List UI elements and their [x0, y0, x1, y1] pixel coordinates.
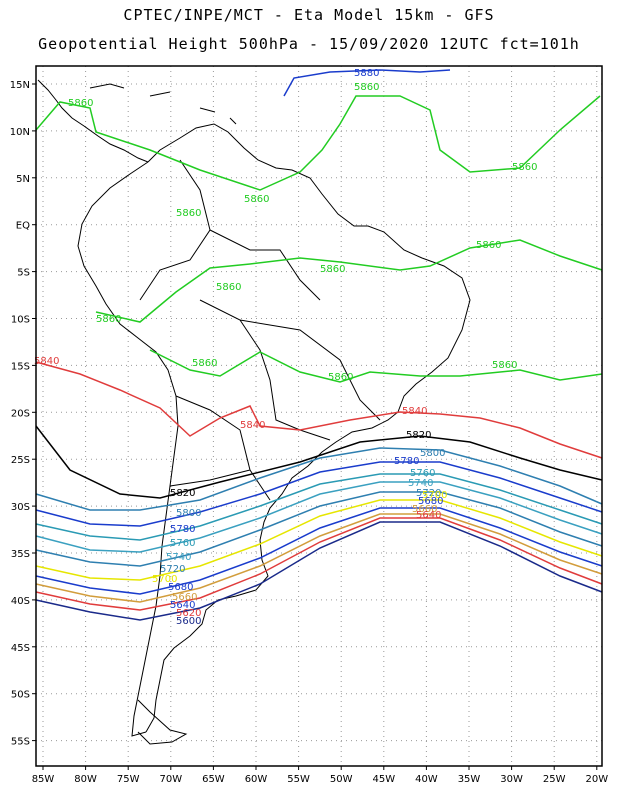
contour-5620 [35, 521, 603, 621]
label-5660: 5660 [412, 504, 437, 515]
label-5860: 5860 [328, 372, 353, 383]
contours [35, 69, 603, 621]
contour-5640 [35, 517, 603, 611]
label-5780: 5780 [170, 524, 195, 535]
contour-5720 [35, 491, 603, 567]
label-5860: 5860 [512, 162, 537, 173]
label-5860: 5860 [354, 82, 379, 93]
central-america-coast [37, 79, 149, 163]
label-5860: 5860 [492, 360, 517, 371]
lat-label: 45S [11, 643, 30, 654]
lat-label: 20S [11, 408, 30, 419]
lon-label: 30W [500, 774, 523, 785]
lon-label: 65W [202, 774, 225, 785]
label-5860: 5860 [476, 240, 501, 251]
contour-5860-mid [95, 239, 603, 323]
label-5860: 5860 [216, 282, 241, 293]
lon-label: 85W [32, 774, 55, 785]
label-5860: 5860 [176, 208, 201, 219]
label-5680: 5680 [418, 496, 443, 507]
label-5860: 5860 [96, 314, 121, 325]
lat-label: 30S [11, 502, 30, 513]
label-5860: 5860 [320, 264, 345, 275]
label-5800: 5800 [420, 448, 445, 459]
label-5840: 5840 [240, 420, 265, 431]
contour-5740 [35, 481, 603, 553]
contour-5860-north [35, 95, 601, 191]
map-frame [35, 65, 603, 767]
longitude-axis: 85W 80W 75W 70W 65W 60W 55W 50W 45W 40W 35W 30W 25W 2… [32, 766, 608, 785]
contour-5660 [35, 513, 603, 603]
lon-label: 25W [543, 774, 566, 785]
label-5640: 5640 [416, 510, 441, 521]
lat-label: 10S [11, 315, 30, 326]
label-5680: 5680 [168, 582, 193, 593]
label-5820: 5820 [170, 488, 195, 499]
lon-label: 20W [585, 774, 608, 785]
lon-label: 60W [245, 774, 268, 785]
label-5720: 5720 [160, 564, 185, 575]
lat-lon-grid [36, 66, 602, 766]
lon-label: 40W [415, 774, 438, 785]
label-5820: 5820 [406, 430, 431, 441]
label-5880: 5880 [354, 68, 379, 79]
contour-5780 [35, 461, 603, 527]
contour-5760 [35, 473, 603, 541]
caribbean-islands [89, 83, 237, 125]
lat-label: 35S [11, 549, 30, 560]
contour-5860-south [149, 349, 603, 383]
contour-5680 [35, 507, 603, 595]
label-5720: 5720 [416, 488, 441, 499]
latitude-axis: 15N 10N 5N EQ 5S 10S 15S 20S 25S 30S 35S 40S 45S 50S 5… [10, 80, 36, 748]
label-5660: 5660 [172, 592, 197, 603]
label-5700: 5700 [422, 490, 447, 501]
lon-label: 75W [117, 774, 140, 785]
lon-label: 70W [159, 774, 182, 785]
label-5800: 5800 [176, 508, 201, 519]
label-5840: 5840 [34, 356, 59, 367]
label-5600: 5600 [176, 616, 201, 627]
country-borders [139, 159, 381, 501]
contour-5700 [35, 499, 603, 581]
lat-label: 10N [10, 127, 30, 138]
lat-label: 5N [16, 174, 30, 185]
label-5700: 5700 [152, 574, 177, 585]
land-outlines [37, 79, 471, 745]
contour-5840 [35, 361, 603, 459]
label-5620: 5620 [176, 608, 201, 619]
lon-label: 45W [372, 774, 395, 785]
lat-label: 50S [11, 690, 30, 701]
label-5860: 5860 [192, 358, 217, 369]
pacific-coast [77, 161, 179, 737]
contour-labels: 5880 5860 5860 5860 5860 5860 5860 5860 … [34, 68, 537, 627]
lat-label: EQ [16, 221, 30, 232]
label-5740: 5740 [408, 478, 433, 489]
lat-label: 15S [11, 361, 30, 372]
label-5780: 5780 [394, 456, 419, 467]
lat-label: 55S [11, 737, 30, 748]
lon-label: 55W [287, 774, 310, 785]
tierra-del-fuego [137, 699, 188, 745]
label-5760: 5760 [170, 538, 195, 549]
label-5860: 5860 [68, 98, 93, 109]
map-title: CPTEC/INPE/MCT - Eta Model 15km - GFS [123, 6, 495, 24]
south-america-coast [145, 123, 471, 733]
map-subtitle: Geopotential Height 500hPa - 15/09/2020 … [38, 35, 580, 53]
lat-label: 40S [11, 596, 30, 607]
label-5740: 5740 [166, 552, 191, 563]
contour-5820 [35, 425, 603, 499]
lon-label: 80W [74, 774, 97, 785]
label-5760: 5760 [410, 468, 435, 479]
label-5860: 5860 [244, 194, 269, 205]
lat-label: 5S [17, 268, 30, 279]
contour-5880 [283, 69, 451, 97]
label-5640: 5640 [170, 600, 195, 611]
lat-label: 25S [11, 455, 30, 466]
label-5840: 5840 [402, 406, 427, 417]
lon-label: 50W [330, 774, 353, 785]
lat-label: 15N [10, 80, 30, 91]
contour-5800 [35, 447, 603, 511]
lon-label: 35W [458, 774, 481, 785]
